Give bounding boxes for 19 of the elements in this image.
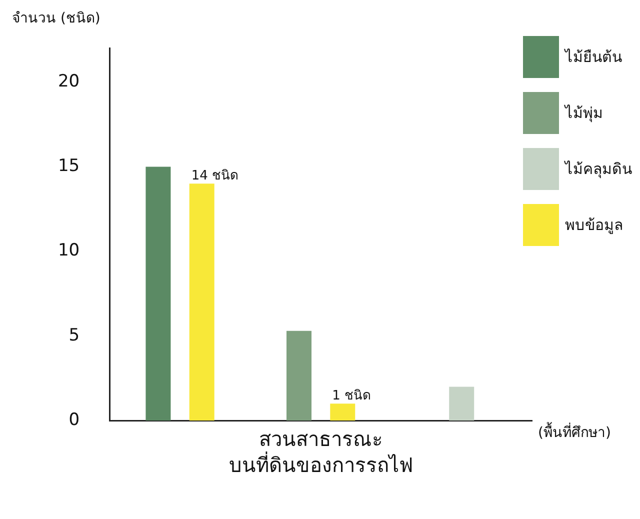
x-axis-title: (พื้นที่ศึกษา) bbox=[538, 422, 611, 442]
y-tick-label: 10 bbox=[58, 240, 80, 261]
text: ไม้ยืนต้น bbox=[565, 47, 622, 68]
y-tick-label: 20 bbox=[58, 71, 80, 92]
bar bbox=[189, 184, 214, 421]
bar bbox=[286, 330, 312, 421]
bar bbox=[330, 404, 356, 421]
data-label: 14 ชนิด bbox=[191, 168, 238, 184]
y-axis-title: จำนวน (ชนิด) bbox=[12, 10, 100, 27]
text: ไม้คลุมดิน bbox=[565, 159, 632, 180]
data-label: 1 ชนิด bbox=[332, 388, 371, 404]
bar bbox=[449, 386, 474, 421]
text: สวนสาธารณะ บนที่ดินของการรถไฟ bbox=[228, 426, 413, 477]
y-tick-label: 5 bbox=[68, 325, 80, 346]
text: ไม้พุ่ม bbox=[565, 103, 603, 124]
y-tick-label: 15 bbox=[58, 156, 80, 176]
text: พบข้อมูล bbox=[565, 215, 623, 236]
bar bbox=[146, 166, 171, 421]
y-tick-label: 0 bbox=[68, 410, 80, 430]
